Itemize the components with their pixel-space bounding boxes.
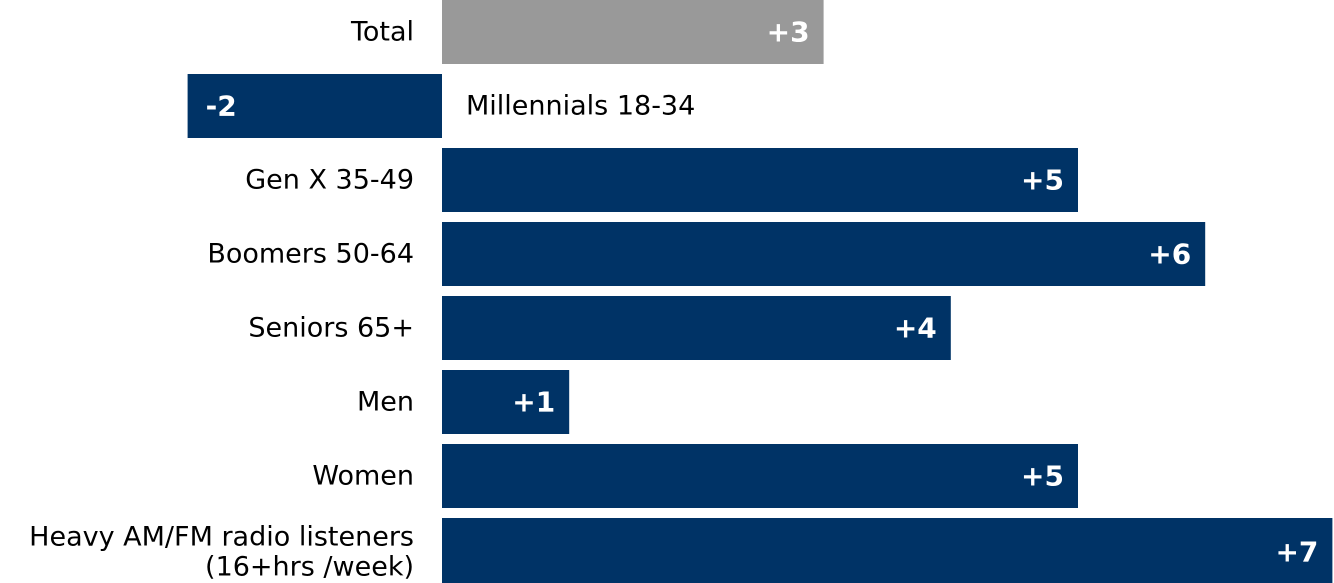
category-label-0: Total xyxy=(350,17,414,48)
category-label-1: Millennials 18-34 xyxy=(466,91,695,122)
category-label-2: Gen X 35-49 xyxy=(245,165,414,196)
value-label-5: +1 xyxy=(512,386,555,419)
category-label-1-line-0: Millennials 18-34 xyxy=(466,91,695,122)
category-label-2-line-0: Gen X 35-49 xyxy=(245,165,414,196)
value-label-4: +4 xyxy=(894,312,937,345)
value-label-2: +5 xyxy=(1021,164,1064,197)
category-label-0-line-0: Total xyxy=(350,17,414,48)
value-label-1: -2 xyxy=(206,90,237,123)
value-label-6: +5 xyxy=(1021,460,1064,493)
bar-5 xyxy=(442,370,570,434)
category-label-4-line-0: Seniors 65+ xyxy=(248,313,414,344)
category-label-3-line-0: Boomers 50-64 xyxy=(207,239,414,270)
bar-3 xyxy=(442,222,1206,286)
category-label-5-line-0: Men xyxy=(357,387,414,418)
category-label-7-line-1: (16+hrs /week) xyxy=(205,552,414,583)
category-label-7: Heavy AM/FM radio listeners (16+hrs /week… xyxy=(29,522,414,583)
bar-2 xyxy=(442,148,1078,212)
category-label-6-line-0: Women xyxy=(312,461,414,492)
category-label-4: Seniors 65+ xyxy=(248,313,414,344)
bar-4 xyxy=(442,296,951,360)
value-label-3: +6 xyxy=(1148,238,1191,271)
value-label-0: +3 xyxy=(767,16,810,49)
category-label-3: Boomers 50-64 xyxy=(207,239,414,270)
bar-1 xyxy=(187,74,442,138)
category-label-5: Men xyxy=(357,387,414,418)
category-label-7-line-0: Heavy AM/FM radio listeners xyxy=(29,522,414,553)
bar-7 xyxy=(442,518,1333,583)
bar-6 xyxy=(442,444,1078,508)
bar-0 xyxy=(442,0,824,64)
value-label-7: +7 xyxy=(1275,536,1318,569)
category-label-6: Women xyxy=(312,461,414,492)
